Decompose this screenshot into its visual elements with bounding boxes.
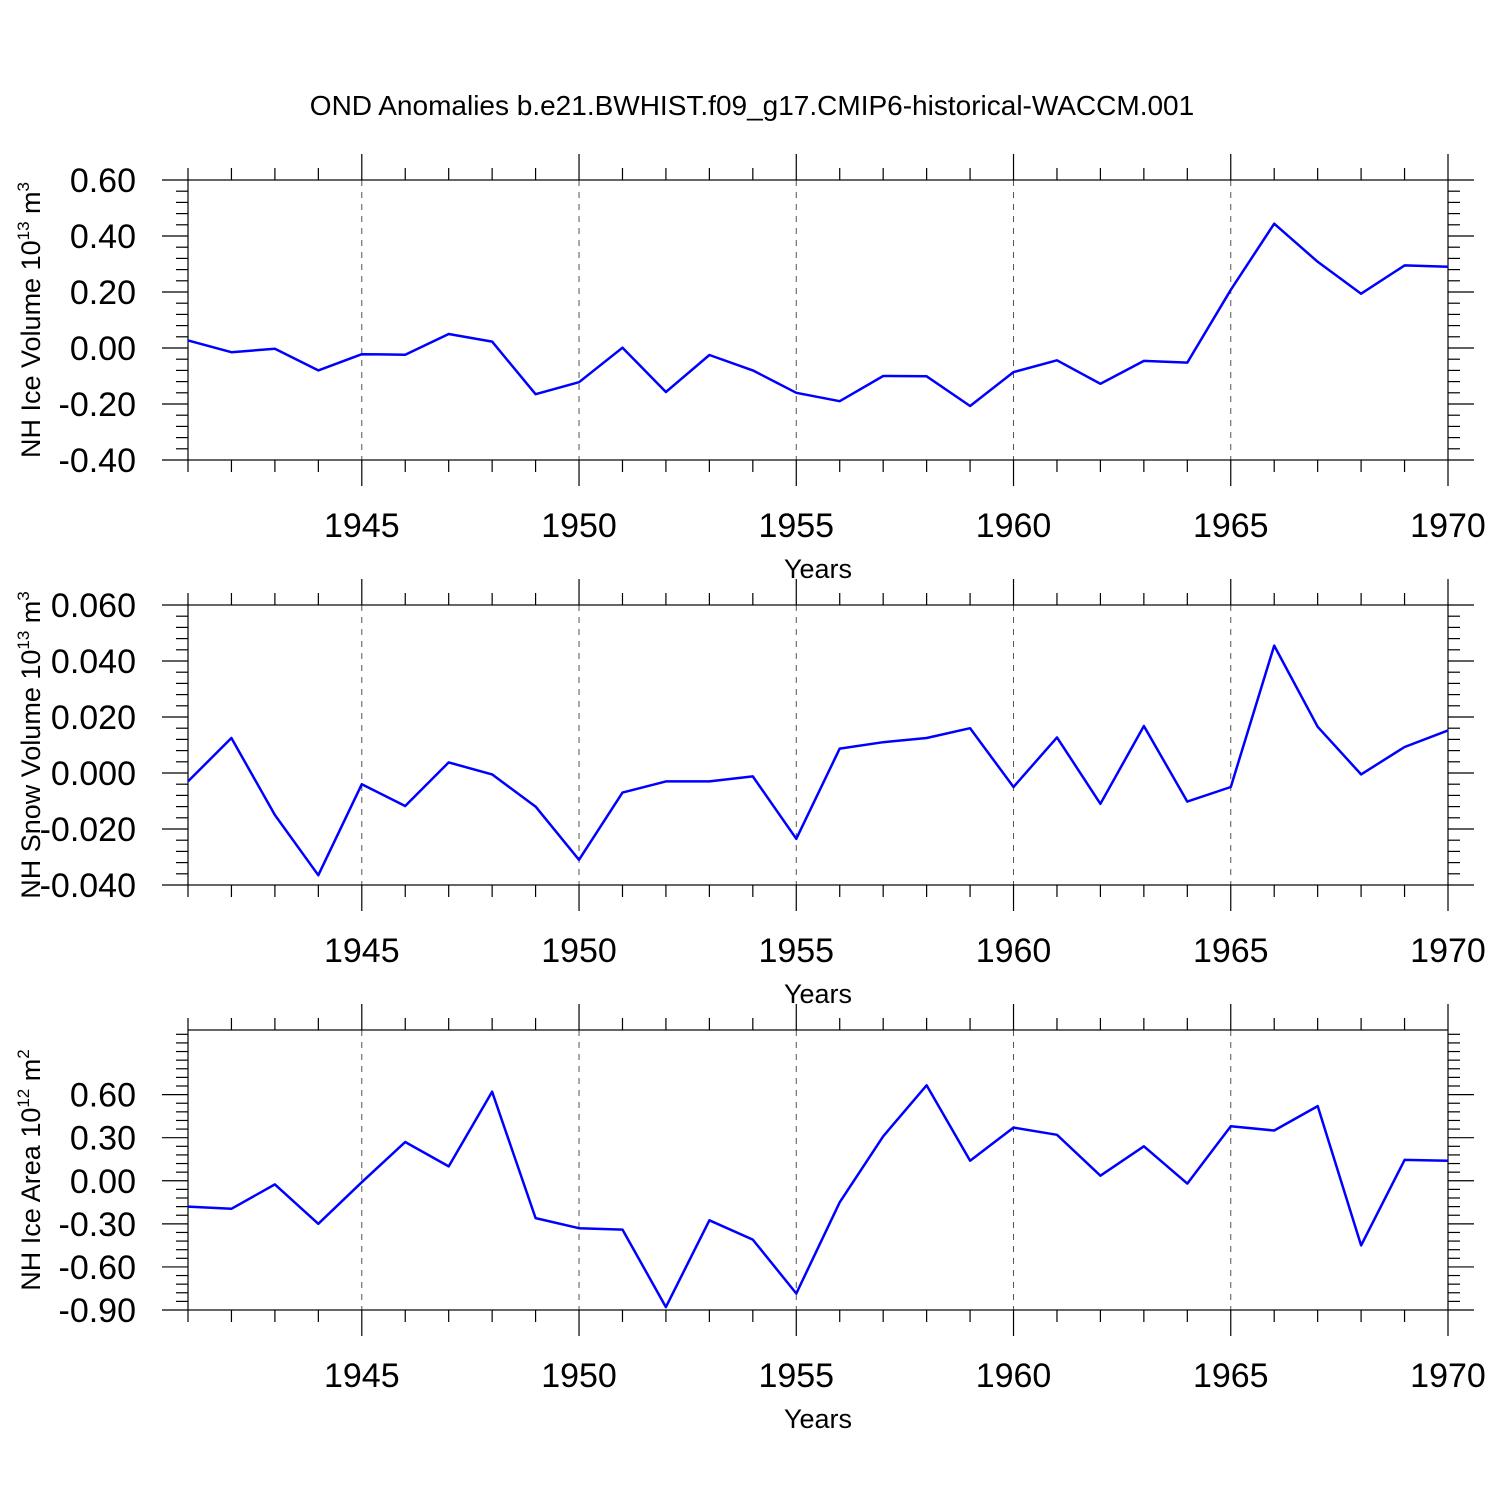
- x-tick-label: 1970: [1410, 932, 1486, 970]
- x-tick-label: 1945: [324, 507, 400, 545]
- panels: 1945 1950 1955 1960 1965 1970 Years -0.40 -0.20 0…: [14, 154, 1486, 1434]
- y-axis-label: NH Ice Volume 1013 m3: [14, 182, 46, 458]
- x-tick-label: 1945: [324, 932, 400, 970]
- y-tick-label: -0.60: [59, 1249, 137, 1287]
- x-tick-label: 1965: [1193, 1357, 1269, 1395]
- x-tick-label: 1955: [758, 932, 834, 970]
- x-tick-label: 1960: [976, 507, 1052, 545]
- x-tick-label: 1955: [758, 1357, 834, 1395]
- x-tick-label: 1950: [541, 1357, 617, 1395]
- x-tick-label: 1950: [541, 932, 617, 970]
- x-axis-label: Years: [784, 554, 852, 584]
- x-tick-label: 1965: [1193, 932, 1269, 970]
- plot-frame: [187, 1029, 1449, 1311]
- y-tick-label: 0.60: [70, 162, 136, 200]
- series-line: [187, 222, 1449, 408]
- y-tick-label: 0.20: [70, 274, 136, 312]
- x-tick-label: 1955: [758, 507, 834, 545]
- y-tick-label: -0.30: [59, 1206, 137, 1244]
- y-tick-label: -0.040: [40, 867, 136, 905]
- y-tick-label: 0.00: [70, 330, 136, 368]
- y-tick-label: 0.000: [51, 755, 136, 793]
- x-axis-label: Years: [784, 979, 852, 1009]
- x-tick-label: 1960: [976, 1357, 1052, 1395]
- x-tick-label: 1970: [1410, 507, 1486, 545]
- y-tick-label: 0.00: [70, 1163, 136, 1201]
- plot-frame: [187, 604, 1449, 886]
- panel-3: 1945 1950 1955 1960 1965 1970 Years -0.90 -0.60 -…: [14, 1004, 1486, 1434]
- series-line: [187, 1084, 1449, 1309]
- y-tick-label: 0.040: [51, 643, 136, 681]
- x-tick-label: 1965: [1193, 507, 1269, 545]
- y-tick-label: -0.40: [59, 442, 137, 480]
- panel-1: 1945 1950 1955 1960 1965 1970 Years -0.40 -0.20 0…: [14, 154, 1486, 584]
- x-tick-label: 1960: [976, 932, 1052, 970]
- y-tick-label: 0.60: [70, 1077, 136, 1115]
- y-tick-label: 0.40: [70, 218, 136, 256]
- y-tick-label: -0.90: [59, 1292, 137, 1330]
- plot-frame: [187, 179, 1449, 461]
- chart-title: OND Anomalies b.e21.BWHIST.f09_g17.CMIP6…: [310, 90, 1194, 121]
- x-tick-label: 1945: [324, 1357, 400, 1395]
- y-tick-label: -0.020: [40, 811, 136, 849]
- y-tick-label: -0.20: [59, 386, 137, 424]
- series-line: [187, 644, 1449, 877]
- y-tick-label: 0.020: [51, 699, 136, 737]
- x-tick-label: 1950: [541, 507, 617, 545]
- panel-2: 1945 1950 1955 1960 1965 1970 Years -0.040 -0.02…: [14, 579, 1486, 1009]
- y-tick-label: 0.060: [51, 587, 136, 625]
- y-axis-label: NH Ice Area 1012 m2: [14, 1049, 46, 1290]
- x-tick-label: 1970: [1410, 1357, 1486, 1395]
- y-tick-label: 0.30: [70, 1120, 136, 1158]
- x-axis-label: Years: [784, 1404, 852, 1434]
- y-axis-label: NH Snow Volume 1013 m3: [14, 591, 46, 899]
